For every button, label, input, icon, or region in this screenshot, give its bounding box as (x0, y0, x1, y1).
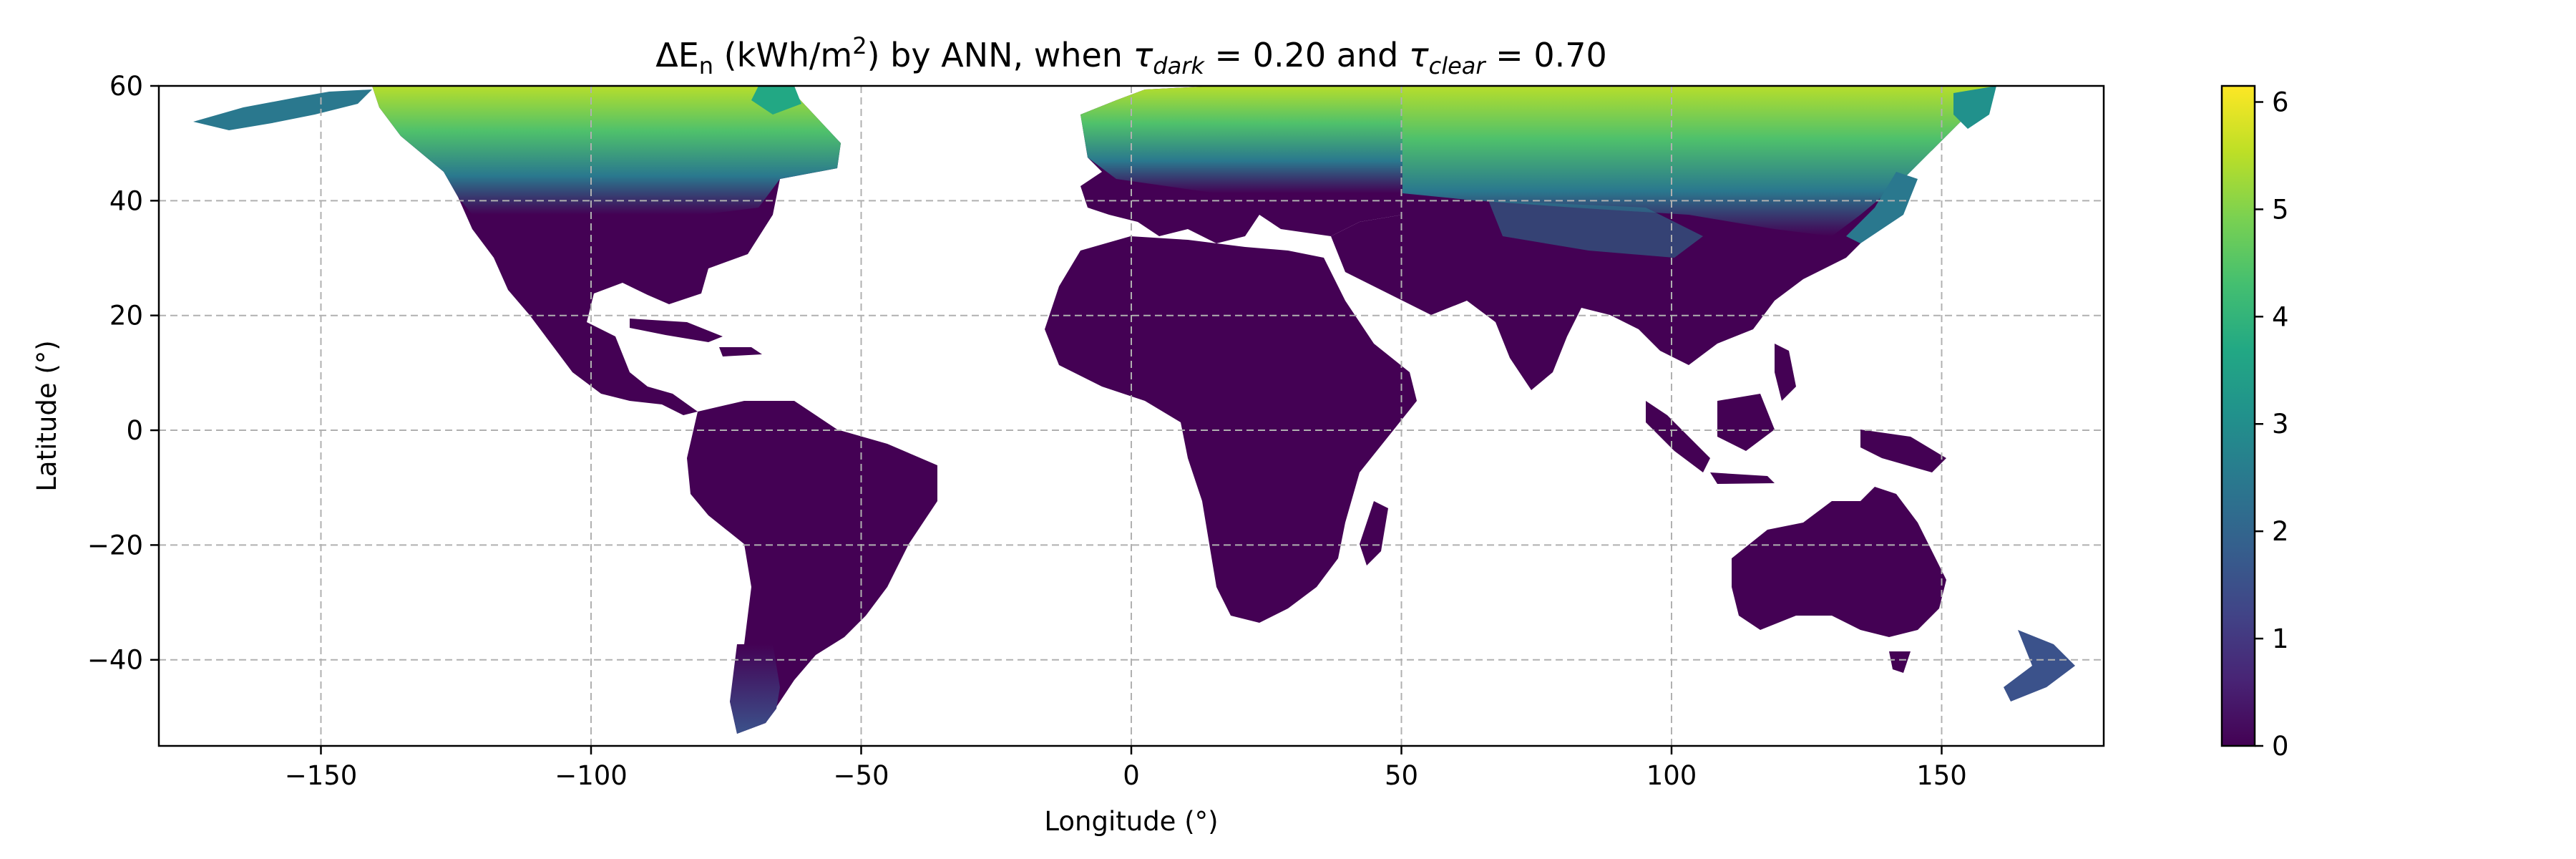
colorbar-tick-label: 5 (2272, 194, 2289, 225)
x-tick-label: −150 (285, 760, 358, 791)
colorbar-tick-label: 1 (2272, 623, 2289, 654)
colorbar-tick-label: 0 (2272, 731, 2289, 762)
patagonia-high-values (730, 644, 780, 734)
colorbar-tick-label: 3 (2272, 409, 2289, 440)
x-tick-label: 0 (1123, 760, 1140, 791)
landmass-tasmania (1889, 651, 1911, 673)
y-tick-label: 60 (109, 71, 143, 102)
landmass-south-america (687, 401, 937, 734)
landmass-madagascar (1360, 501, 1388, 566)
x-tick-label: 50 (1385, 760, 1418, 791)
colorbar-tick-label: 2 (2272, 516, 2289, 547)
y-axis-ticks: 60 40 20 0 −20 −40 (87, 71, 159, 676)
north-america-high-latitudes (372, 86, 841, 215)
colorbar: 0 1 2 3 4 5 6 (2220, 84, 2289, 762)
colorbar-tick-label: 6 (2272, 87, 2289, 117)
asia-high-latitudes (1402, 86, 1996, 236)
y-axis-label: Latitude (°) (31, 340, 62, 491)
y-tick-label: 40 (109, 185, 143, 216)
y-tick-label: −40 (87, 645, 143, 676)
colorbar-gradient (2222, 86, 2255, 746)
landmass-africa (1045, 236, 1417, 623)
x-tick-label: 150 (1916, 760, 1967, 791)
world-heatmap (193, 86, 2075, 734)
x-tick-label: 100 (1646, 760, 1697, 791)
x-tick-label: −100 (555, 760, 628, 791)
colorbar-tick-label: 4 (2272, 301, 2289, 332)
y-tick-label: 20 (109, 301, 143, 331)
landmass-cuba (630, 319, 723, 342)
x-axis-ticks: −150 −100 −50 0 50 100 150 (285, 746, 1967, 791)
landmass-borneo (1717, 394, 1775, 451)
europe-high-latitudes (1080, 86, 1402, 193)
landmass-hispaniola (719, 347, 762, 356)
landmass-sumatra (1646, 401, 1710, 472)
landmass-alaska (193, 89, 372, 130)
x-axis-label: Longitude (°) (1044, 806, 1218, 837)
landmass-new-zealand (2004, 630, 2075, 702)
x-tick-label: −50 (833, 760, 889, 791)
landmass-philippines (1775, 344, 1796, 401)
colorbar-frame (2220, 84, 2256, 747)
central-asia-plateau (1488, 200, 1703, 258)
y-tick-label: −20 (87, 530, 143, 560)
y-tick-label: 0 (126, 415, 143, 446)
colorbar-ticks: 0 1 2 3 4 5 6 (2255, 87, 2289, 762)
landmass-japan (1846, 172, 1918, 243)
landmass-new-guinea (1860, 430, 1946, 472)
chart-title: ΔEn (kWh/m2) by ANN, when τdark = 0.20 a… (655, 32, 1607, 79)
landmass-kamchatka (1953, 86, 1996, 129)
landmass-greenland-fragment (751, 86, 801, 115)
landmass-java (1710, 472, 1775, 484)
landmass-australia (1732, 487, 1946, 637)
